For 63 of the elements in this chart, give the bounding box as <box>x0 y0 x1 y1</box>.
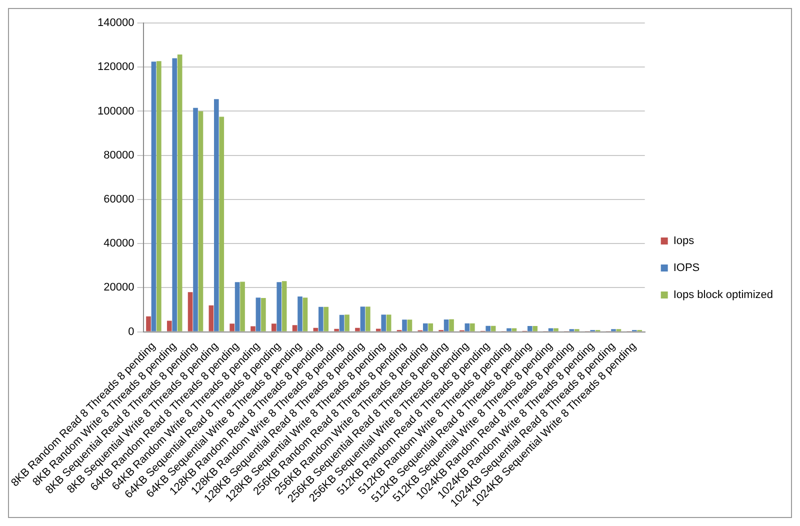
bar <box>422 323 428 332</box>
bar <box>313 328 318 332</box>
bar <box>532 326 538 332</box>
legend-label: Iops block optimized <box>673 289 774 302</box>
bar <box>276 282 282 332</box>
bar <box>193 108 198 332</box>
bar <box>464 323 470 332</box>
y-tick-label: 0 <box>128 326 134 338</box>
legend-label: Iops <box>673 235 695 248</box>
bar <box>428 323 434 332</box>
bar <box>256 298 261 332</box>
bar <box>334 328 339 332</box>
bar <box>386 314 392 332</box>
bar <box>188 292 193 332</box>
bar <box>527 326 532 332</box>
bar <box>366 306 370 332</box>
y-tick-label: 140000 <box>98 17 134 30</box>
bar <box>355 328 360 332</box>
bar <box>298 296 302 332</box>
bar <box>302 298 308 332</box>
bar <box>486 326 490 332</box>
bar <box>234 282 240 332</box>
bar <box>230 324 234 332</box>
y-tick-label: 40000 <box>104 238 134 250</box>
bar <box>318 306 324 332</box>
bar <box>512 328 517 332</box>
bar <box>449 319 454 332</box>
bar <box>339 314 344 332</box>
bar <box>548 328 554 332</box>
bar <box>444 319 449 332</box>
bar <box>166 320 172 332</box>
bar <box>240 282 245 332</box>
bar <box>219 116 224 332</box>
y-tick-label: 80000 <box>104 149 134 162</box>
bar <box>554 328 558 332</box>
bar <box>208 305 214 332</box>
bar <box>282 281 287 332</box>
bar <box>344 314 350 332</box>
bar <box>177 54 182 332</box>
bar <box>214 99 219 332</box>
bar <box>360 306 366 332</box>
bar <box>407 320 412 332</box>
bar <box>250 326 256 332</box>
bar <box>151 62 156 332</box>
bar <box>271 324 276 332</box>
bar <box>376 328 381 332</box>
bar <box>402 320 407 332</box>
bar <box>172 58 178 332</box>
bar <box>381 314 386 332</box>
bar <box>506 328 512 332</box>
bar <box>490 326 496 332</box>
bar <box>470 323 475 332</box>
bar <box>156 61 162 332</box>
y-tick-label: 100000 <box>98 105 134 118</box>
legend-label: IOPS <box>673 262 700 274</box>
bar <box>261 298 266 332</box>
y-tick-label: 60000 <box>104 193 134 206</box>
bar <box>324 306 329 332</box>
bar <box>146 316 151 332</box>
y-tick-label: 20000 <box>104 282 134 294</box>
y-tick-label: 120000 <box>98 61 134 74</box>
bar <box>292 325 298 332</box>
bar <box>198 111 204 332</box>
